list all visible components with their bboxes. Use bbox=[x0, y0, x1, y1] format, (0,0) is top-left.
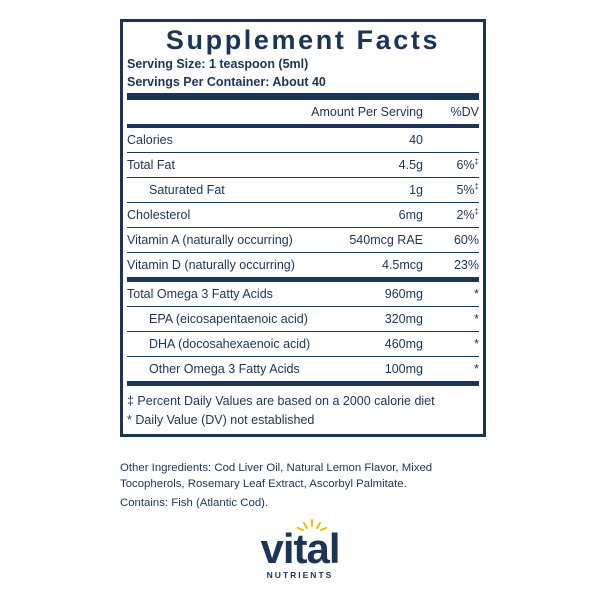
dv-note: ‡ bbox=[474, 157, 479, 167]
daily-value: 6%‡ bbox=[423, 157, 479, 172]
nutrient-row: EPA (eicosapentaenoic acid) 320mg * bbox=[127, 307, 479, 332]
nutrient-row: Other Omega 3 Fatty Acids 100mg * bbox=[127, 357, 479, 386]
column-header: Amount Per Serving %DV bbox=[127, 100, 479, 128]
nutrient-name: EPA (eicosapentaenoic acid) bbox=[149, 312, 308, 326]
brand-tagline: NUTRIENTS bbox=[266, 570, 334, 580]
daily-value: 23% bbox=[423, 258, 479, 272]
title: Supplement Facts bbox=[165, 25, 441, 55]
daily-value: * bbox=[423, 362, 479, 376]
nutrient-row: Calories 40 bbox=[127, 128, 479, 153]
contains: Contains: Fish (Atlantic Cod). bbox=[120, 497, 269, 509]
serving-block: Serving Size: 1 teaspoon (5ml) Servings … bbox=[127, 55, 479, 100]
amount: 100mg bbox=[384, 362, 423, 376]
dv-percent: 60% bbox=[453, 233, 479, 247]
amount: 460mg bbox=[384, 337, 423, 351]
amount: 40 bbox=[409, 133, 423, 147]
amount: 4.5mcg bbox=[382, 258, 423, 272]
nutrient-name: Total Fat bbox=[127, 158, 175, 172]
footnotes: ‡ Percent Daily Values are based on a 20… bbox=[127, 386, 479, 434]
nutrient-row: Vitamin A (naturally occurring) 540mcg RA… bbox=[127, 228, 479, 253]
nutrient-name: Vitamin A (naturally occurring) bbox=[127, 233, 293, 247]
column-label: Amount Per Serving bbox=[311, 105, 423, 119]
footnote: * Daily Value (DV) not established bbox=[127, 413, 315, 427]
daily-value: * bbox=[423, 287, 479, 301]
dv-percent: * bbox=[474, 287, 479, 301]
dv-percent: 6% bbox=[456, 158, 475, 173]
daily-value: 2%‡ bbox=[423, 207, 479, 222]
ingredients: Other Ingredients: Cod Liver Oil, Natura… bbox=[120, 460, 480, 511]
dv-percent: 5% bbox=[456, 183, 475, 198]
daily-value: * bbox=[423, 312, 479, 326]
dv-note: ‡ bbox=[474, 207, 479, 217]
dv-percent: * bbox=[474, 362, 479, 376]
facts-panel: Supplement Facts Serving Size: 1 teaspoo… bbox=[120, 19, 486, 437]
daily-value: 60% bbox=[423, 233, 479, 247]
nutrient-row: Vitamin D (naturally occurring) 4.5mcg 23% bbox=[127, 253, 479, 282]
rows: Calories 40 Total Fat 4.5g 6%‡ Saturated Fat 1… bbox=[127, 128, 479, 386]
nutrient-name: Total Omega 3 Fatty Acids bbox=[127, 287, 273, 301]
amount: 320mg bbox=[384, 312, 423, 326]
nutrient-name: Other Omega 3 Fatty Acids bbox=[149, 362, 300, 376]
dv-percent: 2% bbox=[456, 208, 475, 223]
nutrient-row: Cholesterol 6mg 2%‡ bbox=[127, 203, 479, 228]
dv-note: ‡ bbox=[474, 182, 479, 192]
amount: 6mg bbox=[398, 208, 423, 222]
nutrient-row: Saturated Fat 1g 5%‡ bbox=[127, 178, 479, 203]
dv-percent: 23% bbox=[453, 258, 479, 272]
nutrient-name: Cholesterol bbox=[127, 208, 191, 222]
amount: 4.5g bbox=[398, 158, 423, 172]
dv-percent: * bbox=[474, 337, 479, 351]
nutrient-name: Saturated Fat bbox=[149, 183, 225, 197]
dv-percent: * bbox=[474, 312, 479, 326]
daily-value: 5%‡ bbox=[423, 182, 479, 197]
nutrient-row: Total Fat 4.5g 6%‡ bbox=[127, 153, 479, 178]
footnote: ‡ Percent Daily Values are based on a 20… bbox=[127, 394, 435, 408]
brand-logo: vital NUTRIENTS bbox=[230, 519, 370, 580]
nutrient-row: Total Omega 3 Fatty Acids 960mg * bbox=[127, 282, 479, 307]
nutrient-name: Vitamin D (naturally occurring) bbox=[127, 258, 295, 272]
serving-size: Serving Size: 1 teaspoon (5ml) bbox=[127, 57, 309, 71]
column-label: %DV bbox=[450, 105, 479, 119]
amount: 540mcg RAE bbox=[349, 233, 423, 247]
servings-per-container: Servings Per Container: About 40 bbox=[127, 75, 326, 89]
nutrient-row: DHA (docosahexaenoic acid) 460mg * bbox=[127, 332, 479, 357]
brand-name: vital bbox=[260, 525, 340, 572]
amount: 960mg bbox=[384, 287, 423, 301]
daily-value: * bbox=[423, 337, 479, 351]
nutrient-name: Calories bbox=[127, 133, 173, 147]
nutrient-name: DHA (docosahexaenoic acid) bbox=[149, 337, 311, 351]
logo-sun bbox=[297, 519, 327, 531]
other-ingredients: Other Ingredients: Cod Liver Oil, Natura… bbox=[120, 462, 433, 490]
amount: 1g bbox=[409, 183, 423, 197]
